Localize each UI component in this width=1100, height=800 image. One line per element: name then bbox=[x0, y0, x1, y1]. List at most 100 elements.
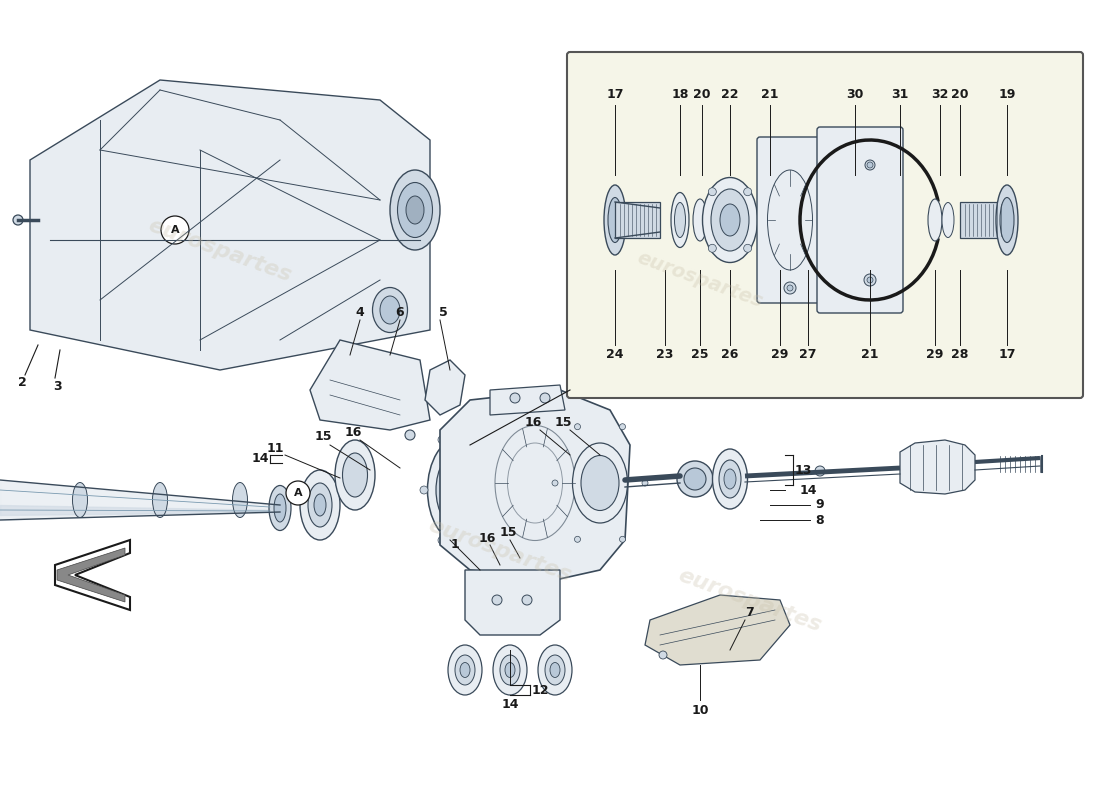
FancyBboxPatch shape bbox=[566, 52, 1084, 398]
Text: 29: 29 bbox=[926, 349, 944, 362]
Circle shape bbox=[867, 277, 873, 283]
Circle shape bbox=[684, 468, 706, 490]
Ellipse shape bbox=[711, 189, 749, 251]
Ellipse shape bbox=[996, 185, 1018, 255]
Ellipse shape bbox=[460, 662, 470, 678]
Circle shape bbox=[438, 536, 446, 544]
Circle shape bbox=[786, 285, 793, 291]
Circle shape bbox=[865, 160, 874, 170]
Text: eurospartes: eurospartes bbox=[426, 514, 574, 586]
Text: 24: 24 bbox=[606, 349, 624, 362]
Text: 7: 7 bbox=[746, 606, 755, 619]
Text: 3: 3 bbox=[54, 379, 63, 393]
Ellipse shape bbox=[406, 196, 424, 224]
Text: 10: 10 bbox=[691, 703, 708, 717]
Ellipse shape bbox=[928, 199, 942, 241]
Circle shape bbox=[552, 480, 558, 486]
FancyBboxPatch shape bbox=[757, 137, 823, 303]
Ellipse shape bbox=[232, 482, 248, 518]
Bar bbox=[615, 202, 660, 238]
Text: 2: 2 bbox=[18, 377, 26, 390]
Text: 30: 30 bbox=[846, 89, 864, 102]
Circle shape bbox=[161, 216, 189, 244]
Text: 21: 21 bbox=[761, 89, 779, 102]
Text: 18: 18 bbox=[671, 89, 689, 102]
Ellipse shape bbox=[505, 662, 515, 678]
Ellipse shape bbox=[604, 185, 626, 255]
Ellipse shape bbox=[538, 645, 572, 695]
Ellipse shape bbox=[581, 455, 619, 510]
Text: 12: 12 bbox=[531, 683, 549, 697]
Text: 9: 9 bbox=[816, 498, 824, 511]
Circle shape bbox=[708, 244, 716, 252]
Text: 32: 32 bbox=[932, 89, 948, 102]
Text: 17: 17 bbox=[999, 349, 1015, 362]
Text: 29: 29 bbox=[771, 349, 789, 362]
Circle shape bbox=[522, 595, 532, 605]
Text: 16: 16 bbox=[344, 426, 362, 438]
Ellipse shape bbox=[274, 494, 286, 522]
Text: A: A bbox=[294, 488, 302, 498]
Ellipse shape bbox=[720, 204, 740, 236]
Circle shape bbox=[420, 486, 428, 494]
Text: 1: 1 bbox=[451, 538, 460, 551]
Ellipse shape bbox=[713, 449, 748, 509]
Polygon shape bbox=[425, 360, 465, 415]
Polygon shape bbox=[900, 440, 975, 494]
Ellipse shape bbox=[336, 440, 375, 510]
Ellipse shape bbox=[674, 202, 685, 238]
Text: 14: 14 bbox=[251, 453, 268, 466]
Ellipse shape bbox=[455, 655, 475, 685]
Ellipse shape bbox=[693, 199, 707, 241]
Circle shape bbox=[659, 651, 667, 659]
Ellipse shape bbox=[550, 662, 560, 678]
Text: 23: 23 bbox=[657, 349, 673, 362]
Text: 22: 22 bbox=[722, 89, 739, 102]
Ellipse shape bbox=[724, 469, 736, 489]
Polygon shape bbox=[57, 548, 125, 602]
Text: 15: 15 bbox=[499, 526, 517, 539]
Ellipse shape bbox=[544, 655, 565, 685]
Text: 20: 20 bbox=[693, 89, 711, 102]
Ellipse shape bbox=[942, 202, 954, 238]
Ellipse shape bbox=[671, 193, 689, 247]
Circle shape bbox=[864, 274, 876, 286]
Text: eurospartes: eurospartes bbox=[675, 565, 825, 635]
Circle shape bbox=[510, 393, 520, 403]
Circle shape bbox=[784, 282, 796, 294]
Circle shape bbox=[676, 461, 713, 497]
Ellipse shape bbox=[390, 170, 440, 250]
Circle shape bbox=[474, 536, 482, 544]
Text: 28: 28 bbox=[952, 349, 969, 362]
Text: 19: 19 bbox=[999, 89, 1015, 102]
Ellipse shape bbox=[270, 486, 292, 530]
Ellipse shape bbox=[428, 438, 493, 542]
Circle shape bbox=[286, 481, 310, 505]
Ellipse shape bbox=[1000, 198, 1014, 242]
Circle shape bbox=[438, 436, 446, 444]
Ellipse shape bbox=[572, 443, 627, 523]
Ellipse shape bbox=[493, 645, 527, 695]
Polygon shape bbox=[490, 385, 565, 415]
Polygon shape bbox=[30, 80, 430, 370]
Polygon shape bbox=[440, 390, 630, 580]
Bar bbox=[960, 202, 1005, 238]
Text: A: A bbox=[170, 225, 179, 235]
Ellipse shape bbox=[314, 494, 326, 516]
Text: eurospartes: eurospartes bbox=[145, 214, 295, 286]
Text: eurospartes: eurospartes bbox=[635, 248, 766, 312]
Circle shape bbox=[574, 536, 581, 542]
Circle shape bbox=[867, 162, 873, 168]
Ellipse shape bbox=[308, 483, 332, 527]
Circle shape bbox=[540, 393, 550, 403]
Circle shape bbox=[619, 424, 626, 430]
Circle shape bbox=[405, 430, 415, 440]
Circle shape bbox=[642, 480, 648, 486]
Circle shape bbox=[474, 436, 482, 444]
Text: 4: 4 bbox=[355, 306, 364, 319]
Circle shape bbox=[815, 466, 825, 476]
Text: 15: 15 bbox=[315, 430, 332, 443]
Ellipse shape bbox=[397, 182, 432, 238]
Text: 5: 5 bbox=[439, 306, 448, 319]
Text: 14: 14 bbox=[800, 483, 816, 497]
